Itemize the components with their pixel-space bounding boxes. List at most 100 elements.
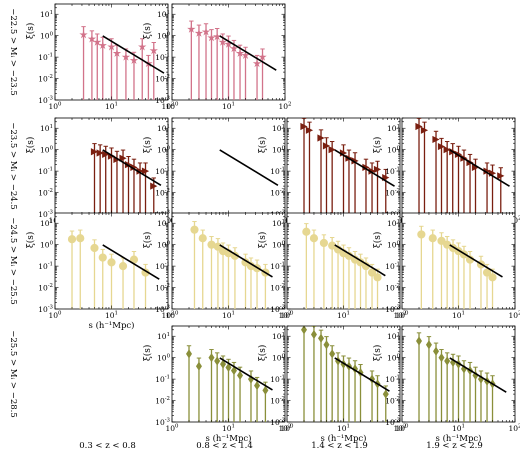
y-tick-label-base: 10 [270, 189, 280, 198]
data-point [218, 37, 227, 46]
y-tick-label-exp: -2 [280, 188, 285, 194]
y-tick-label: 101 [387, 332, 400, 341]
y-tick-label-base: 10 [38, 262, 48, 271]
data-point [141, 167, 150, 175]
y-tick-label: 100 [40, 31, 54, 40]
y-tick-label: 101 [40, 124, 53, 133]
y-tick-label: 100 [157, 145, 171, 154]
y-tick-label-exp: 0 [282, 145, 286, 151]
x-tick-label: 100 [166, 311, 180, 320]
panel-data [79, 26, 165, 100]
x-tick-label-base: 10 [166, 216, 176, 225]
data-point [102, 150, 110, 159]
x-tick-label: 101 [222, 102, 235, 111]
y-tick-label-base: 10 [385, 189, 395, 198]
y-tick-label-exp: -2 [395, 283, 400, 289]
y-tick-label: 10-1 [155, 262, 170, 271]
y-tick-label-exp: -1 [280, 262, 285, 268]
x-tick-label-base: 10 [394, 424, 404, 433]
y-tick-label: 100 [387, 145, 401, 154]
power-law-fit [102, 35, 165, 74]
y-tick-label-base: 10 [155, 75, 165, 84]
y-tick-label-exp: -2 [165, 188, 170, 194]
y-axis-label: ξ(s) [372, 345, 383, 362]
y-tick-label: 100 [40, 240, 54, 249]
x-tick-label: 101 [452, 311, 465, 320]
x-tick-label-base: 10 [105, 311, 115, 320]
y-tick-label: 10-1 [38, 262, 53, 271]
data-point [150, 182, 158, 190]
y-tick-label-exp: -2 [48, 283, 53, 289]
panel-data [219, 149, 279, 186]
data-point [417, 230, 426, 239]
data-point [351, 157, 359, 165]
panel-data [190, 221, 273, 309]
x-tick-label-exp: 2 [518, 216, 520, 222]
y-tick-label-base: 10 [40, 241, 50, 250]
data-point [130, 163, 138, 171]
data-point [186, 349, 193, 359]
power-law-fit [219, 244, 273, 278]
x-tick-label-exp: 2 [518, 311, 520, 317]
data-point [241, 51, 250, 59]
y-tick-label: 101 [157, 219, 170, 228]
x-tick-label-base: 10 [394, 311, 404, 320]
y-tick-label-base: 10 [387, 241, 397, 250]
x-tick-label-exp: 1 [115, 102, 118, 108]
y-tick-label-exp: -1 [165, 53, 170, 59]
data-point [90, 148, 99, 156]
y-tick-label-base: 10 [387, 332, 397, 341]
data-point [195, 361, 202, 371]
y-tick-label-exp: 1 [167, 10, 170, 16]
y-axis-label: ξ(s) [257, 232, 268, 249]
y-tick-label-base: 10 [272, 354, 282, 363]
x-tick-label-base: 10 [162, 102, 172, 111]
y-tick-label: 101 [387, 124, 400, 133]
power-law-fit [102, 149, 162, 186]
y-tick-label: 10-1 [38, 53, 53, 62]
x-tick-label-exp: 1 [462, 311, 465, 317]
data-point [107, 42, 116, 51]
data-point [437, 142, 446, 151]
data-point [305, 126, 314, 134]
y-tick-label-exp: 0 [282, 240, 286, 246]
x-tick-label-exp: 0 [405, 311, 409, 317]
data-point [323, 340, 330, 350]
y-tick-label-base: 10 [155, 418, 165, 427]
y-tick-label-exp: -1 [280, 167, 285, 173]
y-tick-label-exp: 0 [50, 31, 54, 37]
y-tick-label-exp: -1 [48, 167, 53, 173]
y-tick-label-base: 10 [38, 53, 48, 62]
y-tick-label-exp: -1 [280, 375, 285, 381]
y-tick-label: 10-3 [155, 96, 170, 105]
y-axis-label: ξ(s) [25, 23, 36, 40]
y-tick-label-base: 10 [157, 124, 167, 133]
y-tick-label-base: 10 [38, 189, 48, 198]
y-tick-label: 10-1 [270, 167, 285, 176]
y-tick-label: 100 [157, 353, 171, 362]
x-tick-label: 102 [279, 102, 292, 111]
y-tick-label-base: 10 [40, 124, 50, 133]
y-tick-label: 101 [272, 332, 285, 341]
x-axis-label: s (h⁻¹Mpc) [436, 433, 482, 444]
panel-data [416, 332, 507, 422]
x-tick-label-base: 10 [281, 311, 291, 320]
x-tick-label: 100 [166, 102, 180, 111]
x-tick-label: 101 [222, 424, 235, 433]
data-point [138, 42, 147, 51]
row-label: −23.5 > Mᵢ > −24.5 [8, 122, 18, 210]
x-tick-label-base: 10 [509, 311, 519, 320]
data-point [129, 56, 139, 64]
data-point [432, 135, 440, 144]
data-point [450, 357, 457, 368]
y-axis-label: ξ(s) [372, 232, 383, 249]
y-tick-label-exp: -2 [280, 396, 285, 402]
panel-data [302, 223, 386, 309]
y-tick-label-base: 10 [38, 305, 48, 314]
y-tick-label-base: 10 [155, 375, 165, 384]
y-tick-label-exp: -1 [395, 375, 400, 381]
